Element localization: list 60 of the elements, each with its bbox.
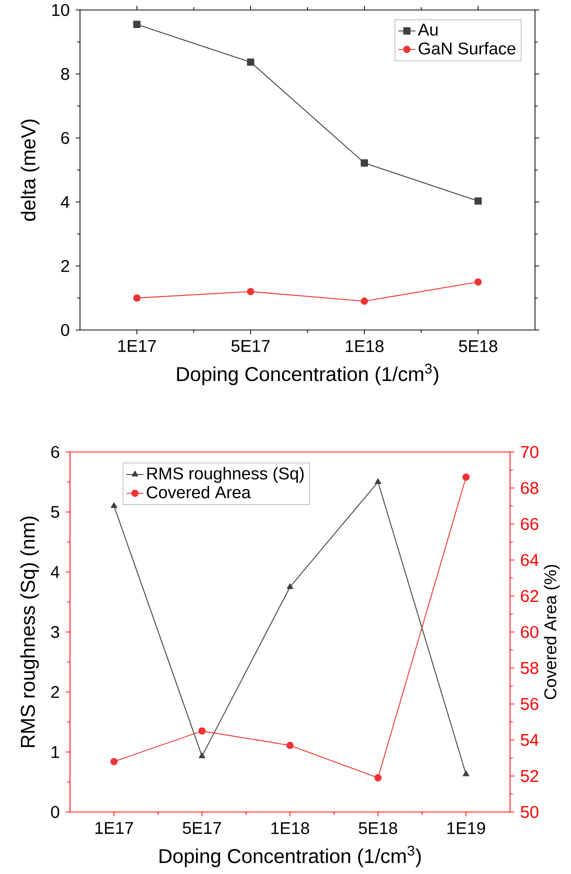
point [286,742,294,750]
x-tick-label: 1E18 [271,822,310,834]
legend-label: Covered Area [146,486,251,498]
x-axis-title: Doping Concentration (1/cm$^{3}$) [177,364,438,386]
point [198,752,206,758]
y2-tick-label: 58 [520,662,538,674]
point [246,58,254,66]
x-tick-label: 1E18 [346,340,384,352]
x-tick-label: 1E17 [95,822,133,834]
x-tick-label: 5E18 [358,822,398,834]
y-tick-label: 6 [61,132,70,144]
legend-label: Au [418,24,438,36]
point [286,583,294,590]
y2-tick-label: 60 [520,626,538,638]
y2-tick-label: 70 [521,446,538,458]
point [462,474,470,481]
y2-tick-label: 68 [520,482,538,494]
y-tick-label: 0 [51,806,60,818]
y-tick-label: 4 [60,196,70,208]
point [374,774,382,782]
point [360,298,368,305]
point [374,478,382,484]
x-tick-label: 5E18 [458,340,498,352]
point [133,294,141,302]
point [474,278,482,286]
y-axis-title: delta (meV) [20,120,40,221]
x-axis-title: Doping Concentration (1/cm$^{3}$) [160,846,421,868]
x-tick-label: 1E17 [118,340,156,352]
y2-tick-label: 52 [520,770,538,782]
y-tick-label: 2 [51,686,60,698]
y-tick-label: 5 [51,506,60,518]
point [110,502,118,508]
point [474,197,482,205]
y-tick-label: 4 [50,566,60,578]
y2-tick-label: 54 [520,734,539,746]
x-tick-label: 1E19 [447,822,486,834]
legend-label: RMS roughness (Sq) [147,467,304,483]
y-tick-label: 10 [52,4,70,16]
x-tick-label: 5E17 [231,340,270,352]
y2-tick-label: 56 [520,698,538,710]
y-tick-label: 8 [61,68,70,80]
y-tick-label: 6 [51,446,60,458]
x-tick-label: 5E17 [182,822,221,834]
y-axis-title: RMS roughness (Sq) (nm) [20,516,39,748]
point [133,20,141,28]
y-tick-label: 1 [52,746,60,758]
y2-tick-label: 64 [520,554,539,566]
y2-tick-label: 62 [520,590,538,602]
point [246,288,254,296]
y-tick-label: 0 [61,324,70,336]
legend-label: GaN Surface [418,42,516,55]
y2-tick-label: 66 [520,518,538,530]
y2-tick-label: 50 [520,806,538,818]
y-tick-label: 2 [61,260,70,272]
y-tick-label: 3 [51,626,60,638]
point [198,727,206,735]
point [360,159,368,167]
y2-axis-title: Covered Area (%) [544,565,560,700]
point [110,758,118,766]
point [462,770,470,776]
